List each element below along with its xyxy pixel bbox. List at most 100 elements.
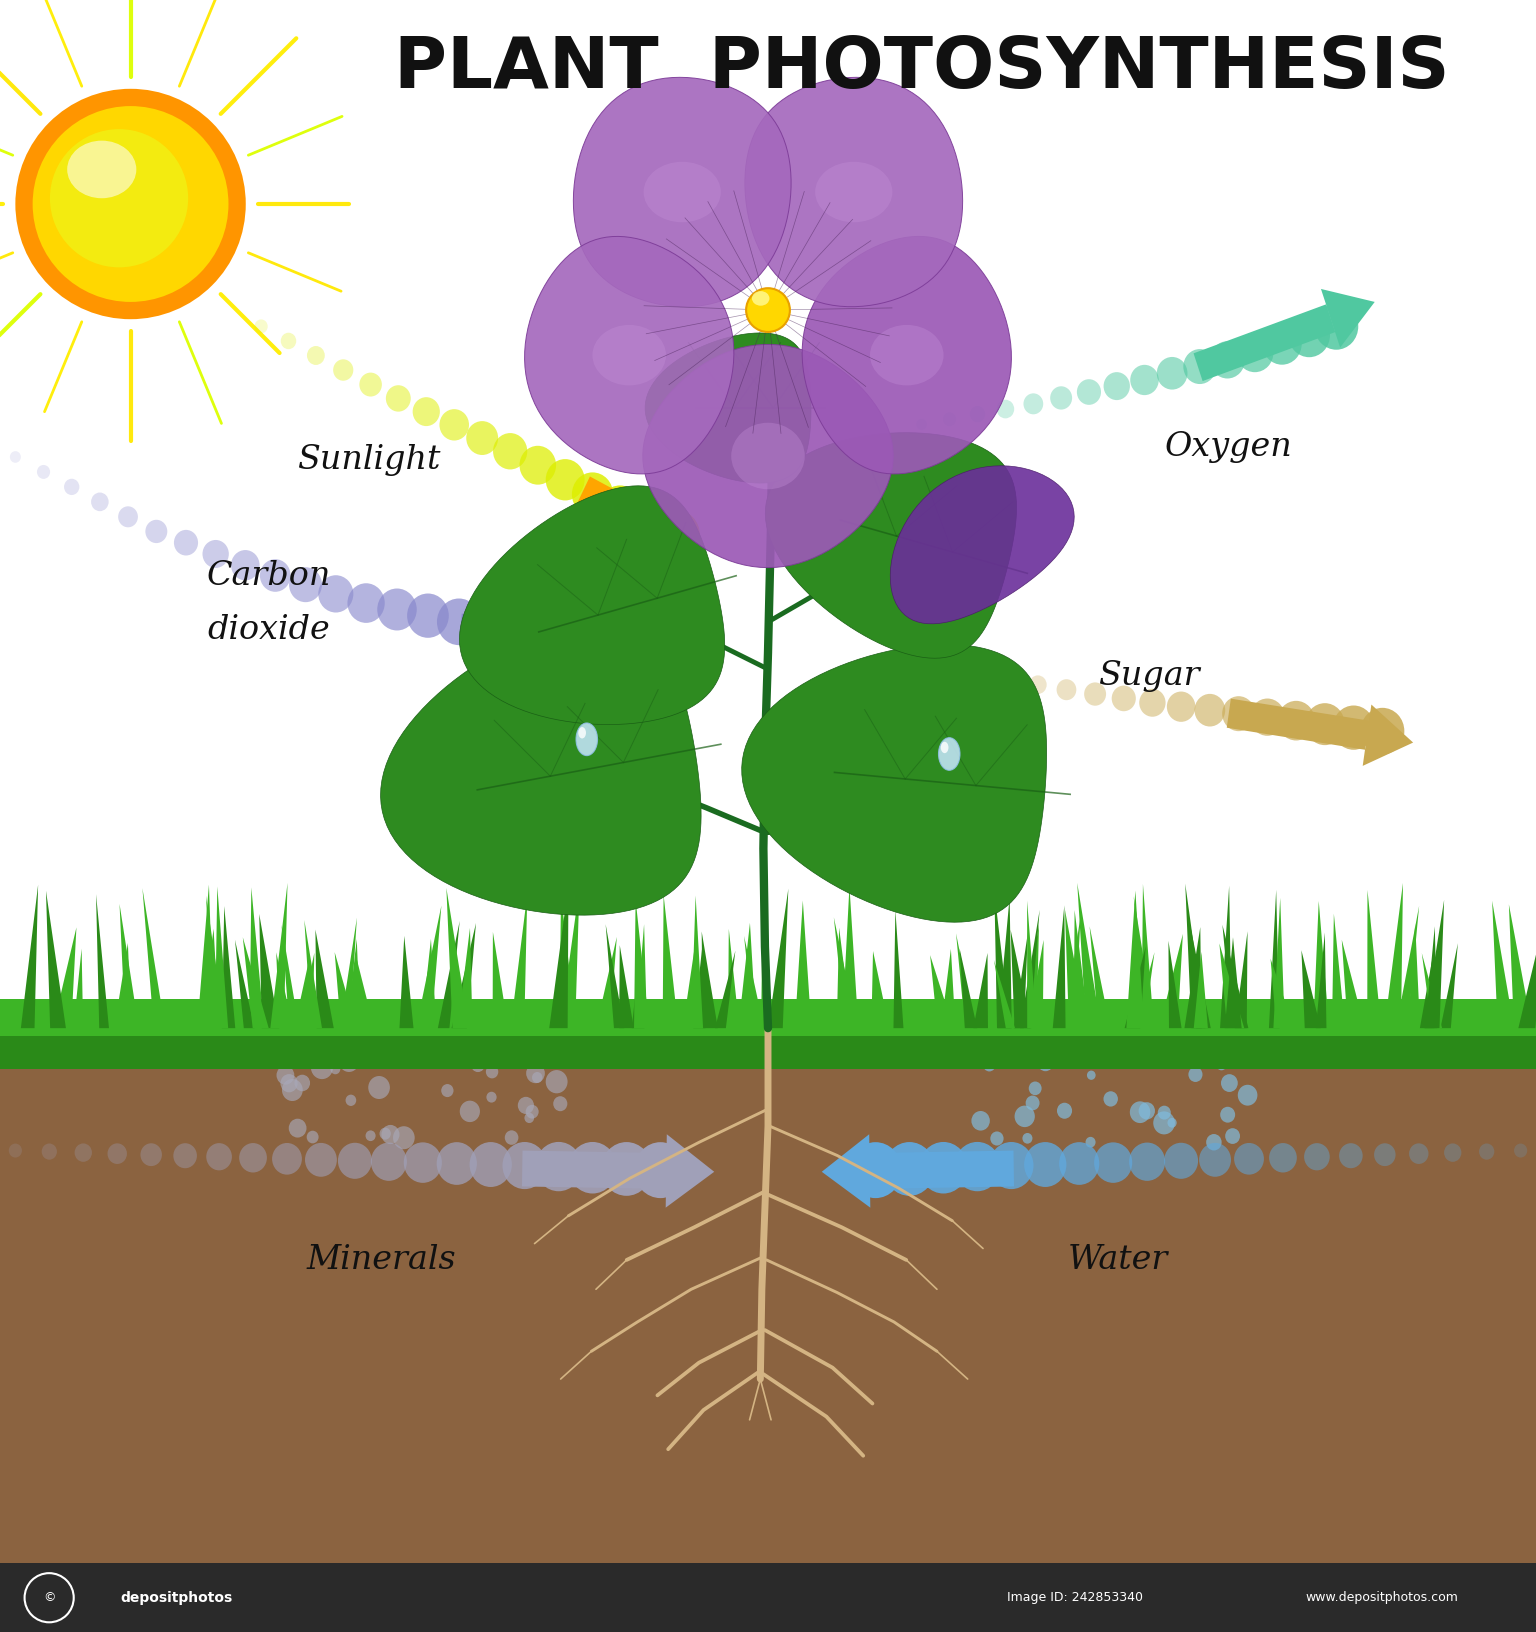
Ellipse shape: [601, 1142, 651, 1196]
Polygon shape: [998, 898, 1012, 1028]
Text: depositphotos: depositphotos: [120, 1591, 233, 1604]
Ellipse shape: [593, 325, 667, 385]
Ellipse shape: [505, 1131, 518, 1144]
Polygon shape: [52, 927, 77, 1028]
Polygon shape: [197, 885, 214, 1028]
Ellipse shape: [1339, 1142, 1362, 1169]
Polygon shape: [1422, 953, 1442, 1028]
Ellipse shape: [1029, 676, 1046, 694]
Ellipse shape: [1154, 1111, 1175, 1134]
Ellipse shape: [1278, 700, 1315, 741]
Ellipse shape: [289, 1118, 307, 1138]
Polygon shape: [510, 894, 527, 1028]
Polygon shape: [1220, 943, 1244, 1028]
Ellipse shape: [1129, 1142, 1166, 1182]
Ellipse shape: [1238, 1085, 1258, 1105]
Polygon shape: [728, 929, 739, 1028]
Ellipse shape: [943, 413, 955, 426]
Polygon shape: [619, 945, 634, 1028]
Polygon shape: [596, 937, 617, 1028]
Ellipse shape: [441, 1051, 453, 1064]
Polygon shape: [573, 77, 791, 307]
Polygon shape: [339, 917, 356, 1028]
Polygon shape: [714, 950, 736, 1028]
Ellipse shape: [307, 346, 324, 366]
Polygon shape: [206, 896, 226, 1028]
Ellipse shape: [404, 1142, 442, 1183]
Ellipse shape: [1023, 393, 1043, 415]
Polygon shape: [1313, 901, 1329, 1028]
Polygon shape: [1269, 889, 1279, 1028]
Ellipse shape: [470, 1142, 511, 1186]
Ellipse shape: [295, 1075, 310, 1092]
Ellipse shape: [91, 493, 109, 511]
Polygon shape: [693, 947, 705, 1028]
Ellipse shape: [1409, 1144, 1428, 1164]
Polygon shape: [1028, 901, 1037, 1028]
Ellipse shape: [1164, 1142, 1198, 1178]
Ellipse shape: [276, 1066, 295, 1085]
Polygon shape: [522, 1151, 667, 1188]
Ellipse shape: [974, 667, 988, 681]
Ellipse shape: [1315, 304, 1358, 349]
Text: Image ID: 242853340: Image ID: 242853340: [1008, 1591, 1143, 1604]
Polygon shape: [1064, 911, 1087, 1028]
Ellipse shape: [1220, 1106, 1235, 1123]
Polygon shape: [822, 1134, 871, 1208]
Ellipse shape: [1200, 1142, 1230, 1177]
Ellipse shape: [1289, 313, 1330, 357]
Ellipse shape: [545, 459, 585, 501]
Ellipse shape: [441, 1084, 453, 1097]
Ellipse shape: [1186, 1027, 1197, 1040]
Ellipse shape: [1077, 379, 1101, 405]
Ellipse shape: [1361, 708, 1404, 754]
Polygon shape: [960, 948, 977, 1028]
Polygon shape: [591, 604, 637, 672]
Polygon shape: [578, 477, 676, 550]
Ellipse shape: [37, 465, 51, 478]
Ellipse shape: [519, 446, 556, 485]
Ellipse shape: [568, 1142, 617, 1193]
Ellipse shape: [598, 485, 642, 532]
Ellipse shape: [989, 1142, 1034, 1190]
Ellipse shape: [1037, 1054, 1054, 1071]
Polygon shape: [1270, 958, 1295, 1028]
Polygon shape: [22, 885, 38, 1028]
Ellipse shape: [545, 1071, 568, 1093]
Polygon shape: [1190, 925, 1210, 1028]
Ellipse shape: [1479, 1144, 1495, 1160]
Polygon shape: [0, 999, 1536, 1048]
Polygon shape: [1396, 906, 1419, 1028]
Ellipse shape: [1103, 1092, 1118, 1106]
Ellipse shape: [467, 421, 498, 455]
Polygon shape: [1419, 961, 1435, 1028]
Polygon shape: [702, 932, 717, 1028]
Ellipse shape: [1130, 366, 1158, 395]
Polygon shape: [631, 960, 645, 1028]
Ellipse shape: [379, 1128, 390, 1139]
Ellipse shape: [333, 359, 353, 380]
Polygon shape: [1011, 930, 1031, 1028]
Polygon shape: [1193, 304, 1335, 382]
Ellipse shape: [339, 1051, 359, 1072]
Polygon shape: [657, 509, 699, 563]
Polygon shape: [459, 486, 725, 725]
Ellipse shape: [644, 162, 720, 222]
Ellipse shape: [1157, 357, 1187, 390]
Ellipse shape: [1206, 1134, 1221, 1151]
Ellipse shape: [1250, 698, 1286, 736]
Ellipse shape: [1029, 1082, 1041, 1095]
Ellipse shape: [1236, 333, 1273, 372]
Ellipse shape: [393, 1126, 415, 1149]
Ellipse shape: [1057, 1103, 1072, 1120]
Polygon shape: [1362, 705, 1413, 765]
Polygon shape: [691, 896, 703, 1028]
Ellipse shape: [499, 1015, 519, 1035]
Polygon shape: [1160, 934, 1183, 1028]
Ellipse shape: [370, 1142, 407, 1182]
Ellipse shape: [487, 1092, 496, 1103]
Text: Minerals: Minerals: [306, 1244, 456, 1276]
Ellipse shape: [1000, 1015, 1021, 1036]
Ellipse shape: [436, 599, 481, 645]
Ellipse shape: [41, 1144, 57, 1160]
